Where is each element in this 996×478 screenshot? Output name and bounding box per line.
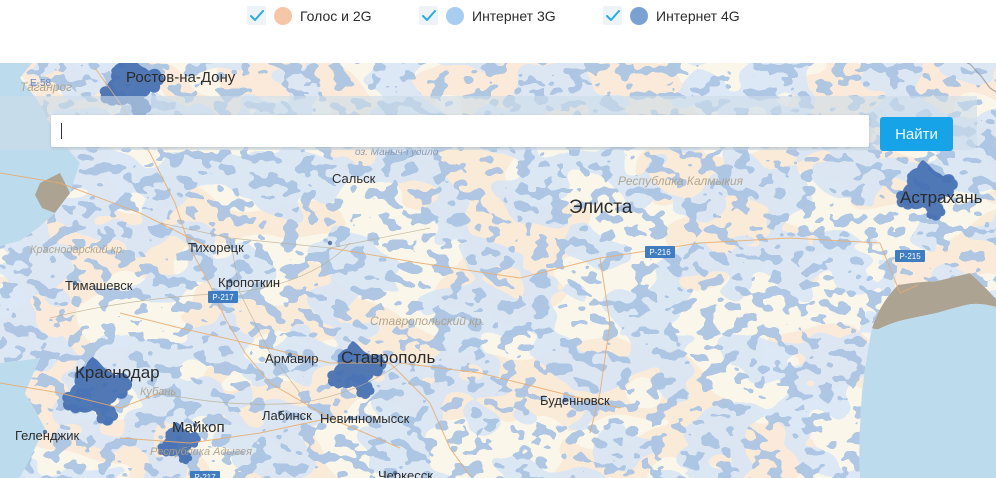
svg-text:Тихорецк: Тихорецк bbox=[188, 240, 244, 255]
svg-text:Черкесск: Черкесск bbox=[378, 468, 433, 478]
svg-text:Майкоп: Майкоп bbox=[172, 419, 225, 436]
svg-text:Республика Калмыкия: Республика Калмыкия bbox=[618, 174, 744, 188]
svg-text:Р-216: Р-216 bbox=[649, 248, 671, 257]
svg-text:E-58: E-58 bbox=[30, 78, 52, 89]
svg-text:Элиста: Элиста bbox=[569, 197, 633, 218]
svg-text:Республика Адыгея: Республика Адыгея bbox=[150, 446, 252, 458]
svg-text:Лабинск: Лабинск bbox=[262, 408, 312, 423]
svg-text:Астрахань: Астрахань bbox=[900, 188, 983, 207]
svg-text:Краснодарский кр.: Краснодарский кр. bbox=[30, 244, 125, 256]
svg-text:Сальск: Сальск bbox=[332, 171, 376, 186]
svg-text:Краснодар: Краснодар bbox=[75, 363, 160, 382]
svg-text:Буденновск: Буденновск bbox=[540, 393, 610, 408]
svg-text:Невинномысск: Невинномысск bbox=[320, 411, 410, 426]
svg-text:Армавир: Армавир bbox=[265, 351, 318, 366]
svg-text:Р-215: Р-215 bbox=[899, 252, 921, 261]
svg-text:Геленджик: Геленджик bbox=[15, 428, 80, 443]
svg-text:Ставрополь: Ставрополь bbox=[341, 348, 435, 367]
svg-text:Тимашевск: Тимашевск bbox=[65, 278, 133, 293]
svg-text:Р-217: Р-217 bbox=[212, 293, 234, 302]
svg-text:Кропоткин: Кропоткин bbox=[218, 275, 280, 290]
svg-text:Кубань: Кубань bbox=[140, 386, 176, 398]
svg-text:Р-217: Р-217 bbox=[194, 473, 216, 478]
svg-text:Ставропольский кр.: Ставропольский кр. bbox=[370, 314, 485, 328]
svg-text:Ростов-на-Дону: Ростов-на-Дону bbox=[126, 69, 236, 86]
